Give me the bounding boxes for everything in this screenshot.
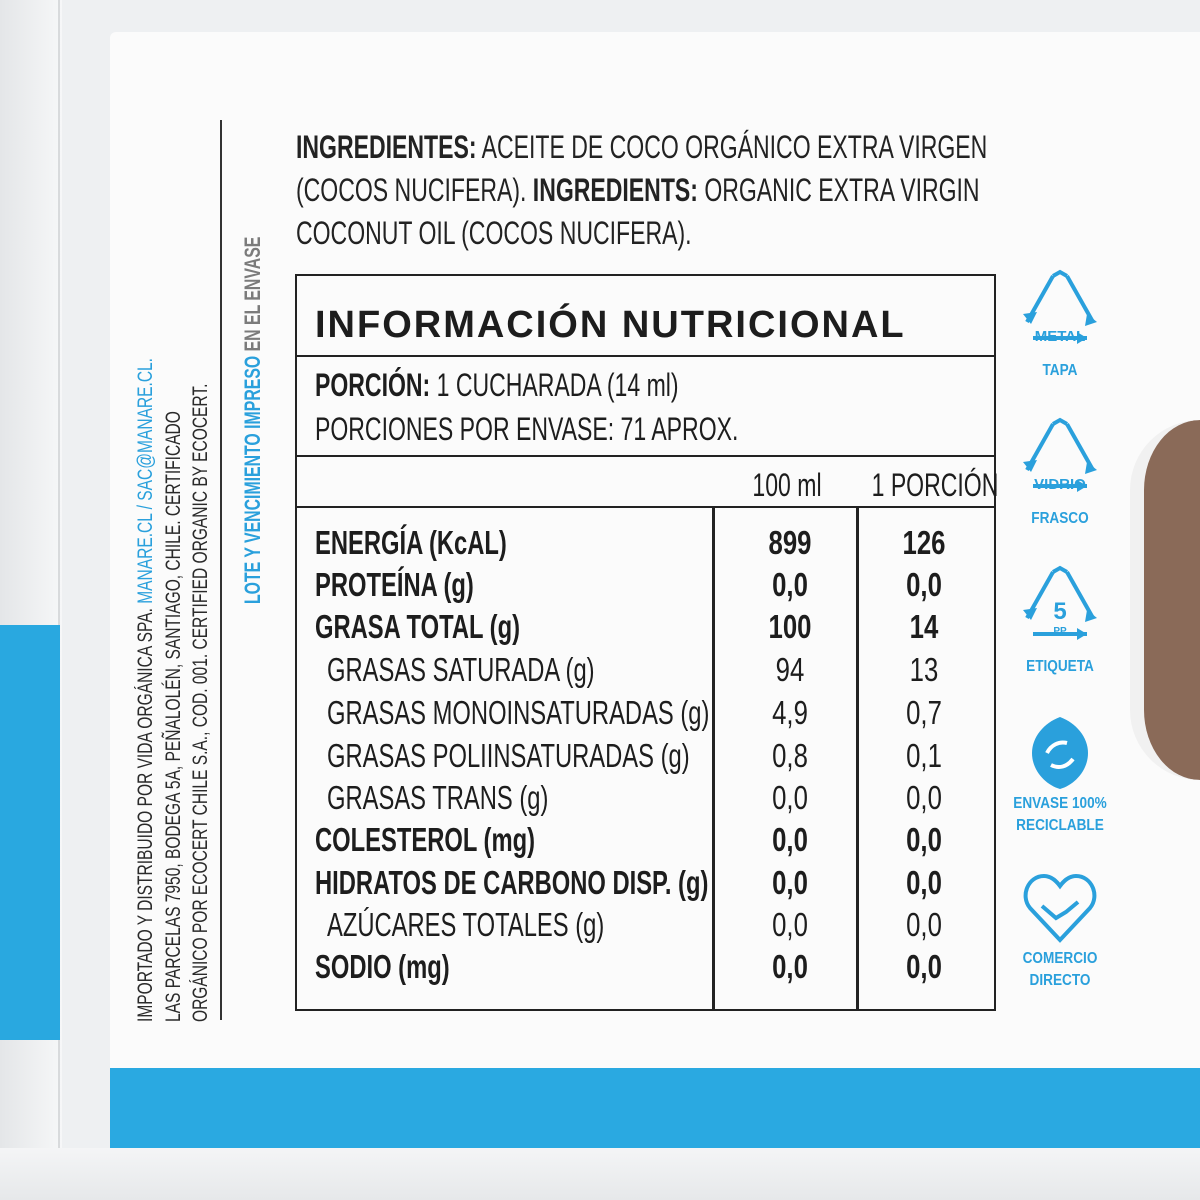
col-portion: 1 PORCIÓN bbox=[871, 467, 999, 503]
icon-caption: ETIQUETA bbox=[1026, 658, 1094, 675]
nutrient-name: GRASA TOTAL (g) bbox=[315, 608, 521, 645]
icon-caption: RECICLABLE bbox=[1016, 817, 1104, 834]
nutrient-row: ENERGÍA (KcAL) 899 126 bbox=[315, 524, 946, 561]
portion-label: PORCIÓN: bbox=[315, 367, 431, 403]
importer-info: IMPORTADO Y DISTRIBUIDO POR VIDA ORGÁNIC… bbox=[132, 122, 215, 1022]
nutrient-row: COLESTEROL (mg) 0,0 0,0 bbox=[315, 821, 942, 858]
address-line: LAS PARCELAS 7950, BODEGA 5A, PEÑALOLÉN,… bbox=[161, 411, 185, 1022]
nutrient-name: GRASAS SATURADA (g) bbox=[327, 651, 595, 688]
nutrient-name: COLESTEROL (mg) bbox=[315, 821, 536, 858]
col-100ml: 100 ml bbox=[752, 467, 822, 503]
nutrition-table: INFORMACIÓN NUTRICIONAL PORCIÓN: 1 CUCHA… bbox=[295, 274, 999, 1011]
icon-inner-label: METAL bbox=[1034, 328, 1086, 345]
column-divider bbox=[856, 508, 859, 1009]
nutrient-row: GRASAS TRANS (g) 0,0 0,0 bbox=[327, 779, 942, 816]
website-email: MANARE.CL / SAC@MANARE.CL. bbox=[134, 358, 157, 604]
icon-caption: FRASCO bbox=[1031, 510, 1089, 527]
adjacent-bottle bbox=[0, 0, 62, 1200]
ingredients-text: (COCOS NUCIFERA). bbox=[296, 172, 533, 208]
ingredients-label-es: INGREDIENTES: bbox=[296, 129, 477, 165]
icon-caption: DIRECTO bbox=[1029, 972, 1091, 989]
nutrient-name: AZÚCARES TOTALES (g) bbox=[327, 906, 605, 943]
nutrient-name: ENERGÍA (KcAL) bbox=[315, 524, 507, 561]
label-blue-band bbox=[110, 1068, 1200, 1148]
nutrient-row: PROTEÍNA (g) 0,0 0,0 bbox=[315, 566, 942, 603]
nutrient-name: GRASAS MONOINSATURADAS (g) bbox=[327, 694, 710, 731]
importer-line: IMPORTADO Y DISTRIBUIDO POR VIDA ORGÁNIC… bbox=[134, 603, 157, 1022]
nutrient-row: AZÚCARES TOTALES (g) 0,0 0,0 bbox=[327, 906, 942, 943]
nutrient-name: GRASAS TRANS (g) bbox=[327, 779, 549, 816]
column-header: 100 ml 1 PORCIÓN bbox=[297, 457, 999, 508]
product-label bbox=[110, 32, 1200, 1152]
nutrition-title: INFORMACIÓN NUTRICIONAL bbox=[297, 276, 994, 357]
lot-expiry-note: LOTE Y VENCIMIENTO IMPRESO EN EL ENVASE bbox=[240, 94, 266, 604]
servings-per-container: PORCIONES POR ENVASE: 71 APROX. bbox=[315, 411, 739, 447]
nutrient-name: GRASAS POLIINSATURADAS (g) bbox=[327, 737, 690, 774]
column-divider bbox=[712, 508, 715, 1009]
ingredients-text: COCONUT OIL (COCOS NUCIFERA). bbox=[296, 215, 692, 251]
ingredients-text: ACEITE DE COCO ORGÁNICO EXTRA VIRGEN bbox=[476, 129, 988, 165]
nutrient-row: HIDRATOS DE CARBONO DISP. (g) 0,0 0,0 bbox=[315, 864, 942, 901]
recyclable-leaves-icon: ENVASE 100% RECICLABLE bbox=[1005, 713, 1115, 837]
icon-inner-sublabel: PP bbox=[1053, 626, 1067, 637]
certification-line: ORGÁNICO POR ECOCERT CHILE S.A., COD. 00… bbox=[189, 383, 212, 1022]
lot-note-gray: EN EL ENVASE bbox=[240, 236, 265, 356]
ingredients-text: ORGANIC EXTRA VIRGIN bbox=[697, 172, 980, 208]
nutrient-name: SODIO (mg) bbox=[315, 948, 450, 985]
recycle-triangle-icon: METAL TAPA bbox=[1005, 268, 1115, 382]
icon-inner-label: 5 bbox=[1053, 598, 1067, 625]
icon-caption: TAPA bbox=[1042, 362, 1078, 379]
portion-value: 1 CUCHARADA (14 ml) bbox=[430, 367, 679, 403]
coconut-illustration bbox=[1130, 420, 1200, 780]
nutrient-row: GRASAS POLIINSATURADAS (g) 0,8 0,1 bbox=[327, 737, 942, 774]
nutrient-row: GRASAS MONOINSATURADAS (g) 4,9 0,7 bbox=[327, 694, 942, 731]
recycle-triangle-icon: VIDRIO FRASCO bbox=[1005, 416, 1115, 530]
nutrient-row: GRASA TOTAL (g) 100 14 bbox=[315, 608, 939, 645]
lot-note-blue: LOTE Y VENCIMIENTO IMPRESO bbox=[240, 355, 265, 604]
icon-caption: COMERCIO bbox=[1022, 950, 1098, 967]
icon-inner-label: VIDRIO bbox=[1034, 476, 1086, 493]
ingredients: INGREDIENTES: ACEITE DE COCO ORGÁNICO EX… bbox=[296, 126, 987, 255]
recycle-triangle-icon: 5 PP ETIQUETA bbox=[1005, 564, 1115, 678]
jar-bottom bbox=[0, 1148, 1200, 1200]
handshake-heart-icon: COMERCIO DIRECTO bbox=[1005, 868, 1115, 992]
nutrient-row: SODIO (mg) 0,0 0,0 bbox=[315, 948, 942, 985]
portion-block: PORCIÓN: 1 CUCHARADA (14 ml) PORCIONES P… bbox=[297, 357, 994, 457]
icon-caption: ENVASE 100% bbox=[1013, 795, 1107, 812]
ingredients-label-en: INGREDIENTS: bbox=[532, 172, 698, 208]
divider bbox=[220, 120, 222, 1020]
nutrient-name: HIDRATOS DE CARBONO DISP. (g) bbox=[315, 864, 709, 901]
nutrient-name: PROTEÍNA (g) bbox=[315, 566, 474, 603]
nutrient-row: GRASAS SATURADA (g) 94 13 bbox=[327, 651, 939, 688]
